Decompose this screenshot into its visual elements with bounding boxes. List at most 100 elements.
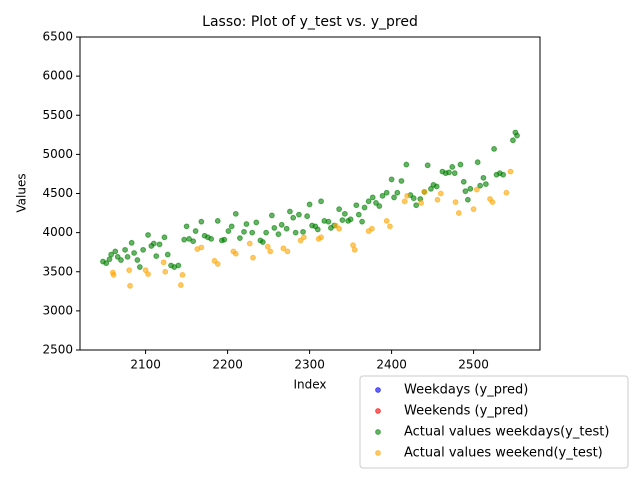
legend-label: Weekdays (y_pred) bbox=[404, 383, 528, 398]
point bbox=[127, 282, 133, 289]
point bbox=[287, 208, 293, 215]
point bbox=[190, 238, 197, 245]
point bbox=[473, 186, 480, 193]
plot-frame bbox=[79, 36, 541, 351]
point bbox=[161, 234, 168, 241]
point bbox=[336, 225, 343, 232]
point bbox=[243, 221, 250, 227]
point bbox=[179, 271, 186, 278]
point bbox=[318, 198, 324, 205]
point bbox=[437, 190, 444, 197]
point bbox=[246, 240, 253, 247]
legend-marker bbox=[375, 387, 381, 393]
point bbox=[131, 250, 138, 256]
y-tick-label: 5500 bbox=[42, 108, 73, 122]
point bbox=[500, 171, 507, 178]
point bbox=[278, 221, 285, 228]
point bbox=[292, 229, 299, 236]
point bbox=[253, 219, 260, 226]
point bbox=[404, 192, 411, 199]
point bbox=[507, 168, 514, 175]
point bbox=[198, 218, 205, 225]
point bbox=[110, 271, 117, 278]
x-tick-label: 2200 bbox=[212, 358, 243, 372]
point bbox=[391, 194, 397, 201]
point bbox=[214, 261, 221, 267]
point bbox=[451, 170, 458, 177]
point bbox=[457, 161, 464, 168]
point bbox=[460, 178, 467, 185]
point bbox=[122, 246, 128, 253]
point bbox=[164, 251, 171, 258]
point bbox=[379, 192, 386, 199]
y-axis-label: Values bbox=[15, 173, 29, 212]
point bbox=[434, 196, 441, 203]
point bbox=[325, 218, 332, 225]
point bbox=[263, 229, 270, 236]
point bbox=[306, 201, 313, 208]
legend-label: Actual values weekend(y_test) bbox=[404, 446, 603, 461]
point bbox=[228, 223, 235, 230]
point bbox=[183, 223, 190, 230]
y-tick-label: 3000 bbox=[42, 303, 73, 317]
point bbox=[410, 195, 417, 202]
point bbox=[336, 206, 343, 213]
point bbox=[126, 267, 133, 274]
x-tick-label: 2500 bbox=[458, 358, 489, 372]
point bbox=[359, 218, 365, 225]
point bbox=[304, 213, 311, 220]
point bbox=[446, 169, 452, 176]
point bbox=[383, 217, 390, 224]
point bbox=[145, 232, 151, 238]
point bbox=[503, 189, 510, 196]
point bbox=[455, 210, 462, 216]
x-tick-label: 2400 bbox=[376, 358, 407, 372]
legend-label: Actual values weekdays(y_test) bbox=[404, 425, 609, 440]
point bbox=[353, 202, 360, 209]
point bbox=[339, 217, 346, 224]
point bbox=[124, 253, 131, 260]
legend-marker bbox=[375, 450, 381, 456]
point bbox=[361, 204, 368, 211]
point bbox=[267, 248, 274, 255]
point bbox=[112, 248, 119, 255]
chart-title: Lasso: Plot of y_test vs. y_pred bbox=[202, 14, 418, 30]
point bbox=[232, 210, 239, 217]
point bbox=[394, 189, 401, 196]
legend-label: Weekends (y_pred) bbox=[404, 404, 528, 419]
point bbox=[355, 211, 362, 218]
legend-marker bbox=[375, 408, 381, 414]
point bbox=[424, 162, 431, 169]
point bbox=[300, 228, 306, 235]
point bbox=[401, 198, 408, 205]
point bbox=[452, 199, 459, 206]
point bbox=[284, 248, 291, 255]
point bbox=[398, 178, 405, 184]
point bbox=[249, 229, 256, 236]
point bbox=[467, 185, 474, 192]
point bbox=[462, 188, 469, 195]
point bbox=[369, 225, 375, 232]
point bbox=[271, 225, 278, 231]
legend-marker bbox=[375, 429, 381, 435]
point bbox=[350, 242, 356, 249]
point bbox=[369, 194, 376, 201]
point bbox=[341, 210, 348, 217]
point bbox=[264, 243, 271, 250]
point bbox=[464, 196, 471, 203]
point bbox=[198, 244, 205, 251]
point bbox=[418, 199, 425, 206]
point bbox=[140, 246, 147, 253]
point bbox=[236, 235, 243, 242]
point bbox=[214, 217, 221, 224]
point bbox=[477, 182, 484, 189]
point bbox=[259, 239, 266, 245]
point bbox=[177, 282, 184, 288]
point bbox=[421, 189, 428, 195]
point bbox=[388, 176, 395, 183]
x-tick-label: 2300 bbox=[294, 358, 325, 372]
point bbox=[156, 241, 163, 248]
point bbox=[103, 260, 110, 267]
point bbox=[232, 250, 239, 257]
